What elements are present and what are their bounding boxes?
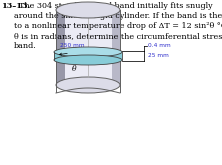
Ellipse shape (56, 77, 120, 93)
Text: θ: θ (72, 65, 77, 73)
Text: 25 mm: 25 mm (148, 53, 169, 58)
Ellipse shape (54, 55, 122, 65)
Text: 0.4 mm: 0.4 mm (148, 43, 171, 48)
Bar (54, 51, 122, 60)
Bar (56, 10, 65, 85)
Text: The 304 stainless steel band initially fits snugly
around the smooth rigid cylin: The 304 stainless steel band initially f… (14, 2, 222, 50)
Text: 250 mm: 250 mm (60, 43, 85, 48)
Ellipse shape (54, 47, 122, 57)
Bar (112, 10, 120, 85)
Bar (56, 10, 120, 85)
Text: 13–13.: 13–13. (2, 2, 31, 10)
Ellipse shape (56, 2, 120, 18)
